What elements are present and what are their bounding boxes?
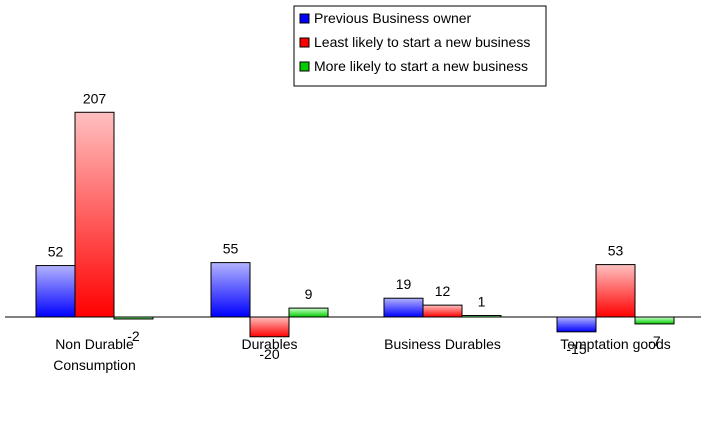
bar-2-1 xyxy=(288,307,329,318)
value-label-2-2: 1 xyxy=(478,294,486,310)
legend: Previous Business owner Least likely to s… xyxy=(293,5,547,87)
value-label-2-0: -2 xyxy=(127,328,140,344)
value-label-0-1: 55 xyxy=(223,241,239,257)
value-label-2-1: 9 xyxy=(305,286,313,302)
legend-box xyxy=(293,5,547,87)
value-label-0-0: 52 xyxy=(48,244,64,260)
bar-2-3 xyxy=(634,316,675,325)
category-label-3-0: Temptation goods xyxy=(560,336,671,352)
category-label-0-1: Consumption xyxy=(53,357,136,373)
value-label-0-2: 19 xyxy=(396,276,412,292)
value-label-1-0: 207 xyxy=(83,90,107,106)
category-label-1-0: Durables xyxy=(241,336,297,352)
value-labels: 52 55 19 -15 207 -20 12 53 -2 9 1 -7 xyxy=(48,90,661,362)
bar-1-1 xyxy=(249,316,290,338)
value-label-2-3: -7 xyxy=(648,333,661,349)
bar-1-2 xyxy=(422,304,463,318)
legend-swatch-1 xyxy=(299,37,310,48)
category-label-0-0: Non Durable xyxy=(55,336,134,352)
bars-group xyxy=(35,111,675,338)
value-label-1-2: 12 xyxy=(435,283,451,299)
legend-label-2: More likely to start a new business xyxy=(314,58,528,74)
bar-0-1 xyxy=(210,262,251,318)
legend-label-1: Least likely to start a new business xyxy=(314,34,530,50)
legend-swatch-0 xyxy=(299,13,310,24)
bar-0-0 xyxy=(35,265,76,318)
category-label-2-0: Business Durables xyxy=(384,336,501,352)
bar-1-0 xyxy=(74,111,115,318)
category-labels: Non Durable Consumption Durables Business D… xyxy=(53,336,671,373)
legend-swatch-2 xyxy=(299,61,310,72)
bar-0-3 xyxy=(556,316,597,333)
value-label-0-3: -15 xyxy=(566,341,586,357)
legend-label-0: Previous Business owner xyxy=(314,10,472,26)
value-label-1-3: 53 xyxy=(608,243,624,259)
bar-1-3 xyxy=(595,264,636,318)
value-label-1-1: -20 xyxy=(259,346,279,362)
bar-0-2 xyxy=(383,297,424,318)
